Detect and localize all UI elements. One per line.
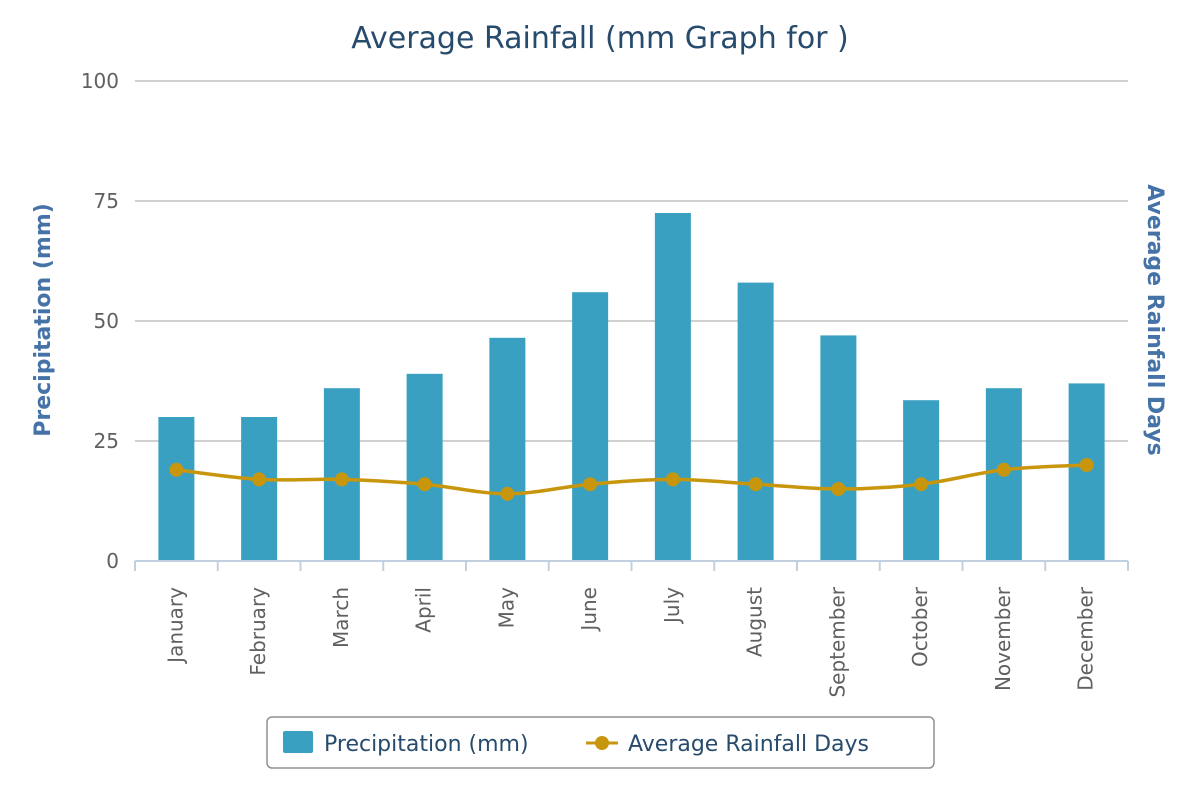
- rainfall-days-point[interactable]: [748, 477, 763, 492]
- rainfall-days-point[interactable]: [1079, 458, 1094, 472]
- y-axis-ticks: 0 25 50 75 100: [81, 69, 119, 573]
- legend-rainfall-days-label[interactable]: Average Rainfall Days: [628, 732, 869, 757]
- rainfall-days-point[interactable]: [500, 486, 515, 501]
- rainfall-days-point[interactable]: [334, 472, 349, 487]
- y-tick-label: 75: [94, 189, 119, 213]
- precipitation-bar[interactable]: [406, 373, 443, 561]
- x-tick-label: November: [991, 586, 1015, 691]
- rainfall-days-line: [169, 458, 1094, 501]
- rainfall-days-point[interactable]: [583, 477, 598, 492]
- rainfall-days-point[interactable]: [996, 462, 1011, 477]
- y-axis-title-left: Precipitation (mm): [31, 203, 56, 437]
- x-tick-label: August: [743, 587, 767, 657]
- rainfall-days-point[interactable]: [252, 472, 267, 487]
- x-tick-label: September: [825, 586, 849, 697]
- y-tick-label: 50: [94, 309, 119, 333]
- x-tick-label: March: [329, 587, 353, 648]
- precipitation-bar[interactable]: [820, 335, 857, 561]
- x-tick-label: May: [494, 587, 518, 629]
- y-axis-title-right: Average Rainfall Days: [1142, 184, 1167, 456]
- precipitation-bar[interactable]: [241, 417, 278, 561]
- x-tick-label: April: [412, 587, 436, 633]
- rainfall-days-point[interactable]: [914, 477, 929, 492]
- rainfall-days-point[interactable]: [831, 482, 846, 496]
- rainfall-days-point[interactable]: [169, 462, 184, 477]
- y-tick-label: 100: [81, 69, 119, 93]
- precipitation-bar[interactable]: [158, 417, 195, 561]
- chart-title: Average Rainfall (mm Graph for ): [351, 21, 849, 56]
- precipitation-bar[interactable]: [489, 337, 526, 561]
- legend-rainfall-days-marker[interactable]: [595, 736, 609, 750]
- precipitation-bar[interactable]: [572, 292, 609, 561]
- precipitation-bar[interactable]: [654, 213, 691, 561]
- rainfall-days-series-line: [176, 463, 1087, 496]
- x-axis-ticks: January February March April May June July Augu…: [134, 561, 1129, 698]
- legend-precipitation-swatch[interactable]: [283, 731, 313, 753]
- x-tick-label: October: [908, 586, 932, 667]
- legend-precipitation-label[interactable]: Precipitation (mm): [324, 732, 529, 757]
- precipitation-bars: [158, 213, 1105, 561]
- rainfall-days-point[interactable]: [665, 472, 680, 487]
- x-tick-label: December: [1074, 586, 1098, 690]
- legend: Precipitation (mm) Average Rainfall Days: [266, 716, 935, 769]
- y-tick-label: 0: [106, 549, 119, 573]
- x-tick-label: January: [163, 587, 187, 665]
- rainfall-days-point[interactable]: [417, 477, 432, 492]
- precipitation-bar[interactable]: [1068, 383, 1105, 561]
- precipitation-bar[interactable]: [737, 282, 774, 561]
- x-tick-label: February: [246, 587, 270, 676]
- y-tick-label: 25: [94, 429, 119, 453]
- x-tick-label: June: [577, 587, 601, 633]
- grid-lines: [135, 80, 1128, 442]
- x-tick-label: July: [660, 587, 684, 625]
